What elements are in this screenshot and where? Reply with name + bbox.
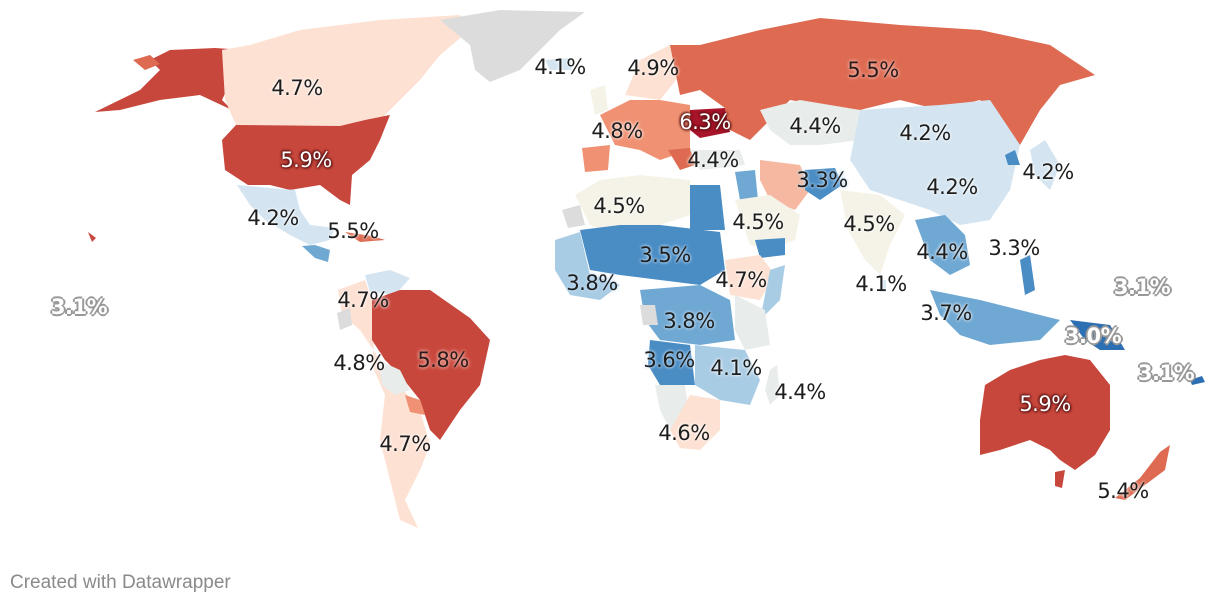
region-madagascar[interactable] bbox=[765, 365, 780, 405]
region-andes[interactable] bbox=[338, 280, 430, 528]
region-value-label: 4.7% bbox=[379, 432, 431, 456]
region-value-label: 4.6% bbox=[658, 421, 710, 445]
region-uk bbox=[590, 85, 608, 115]
region-kazakhstan[interactable] bbox=[760, 100, 860, 145]
region-value-label: 4.8% bbox=[333, 351, 385, 375]
region-balkans bbox=[668, 148, 695, 170]
region-iberia[interactable] bbox=[582, 145, 610, 172]
region-korea-japan[interactable] bbox=[1030, 140, 1060, 190]
region-southeast-africa[interactable] bbox=[695, 345, 760, 405]
region-value-label: 3.5% bbox=[639, 243, 691, 267]
region-afghanistan[interactable] bbox=[805, 168, 842, 200]
region-western-europe[interactable] bbox=[600, 100, 690, 160]
region-png[interactable] bbox=[1070, 320, 1125, 350]
region-value-label: 4.1% bbox=[710, 356, 762, 380]
region-alaska[interactable] bbox=[95, 48, 245, 112]
region-value-label: 5.4% bbox=[1097, 479, 1149, 503]
region-value-label: 3.1% bbox=[1137, 361, 1195, 385]
region-melanesia bbox=[1190, 376, 1205, 385]
region-value-label: 4.4% bbox=[687, 148, 739, 172]
region-north-korea bbox=[1005, 150, 1020, 165]
datawrapper-credit: Created with Datawrapper bbox=[10, 572, 231, 593]
region-value-label: 4.2% bbox=[899, 121, 951, 145]
region-bolivia bbox=[378, 360, 410, 395]
region-gabon bbox=[640, 305, 658, 325]
region-value-label: 5.8% bbox=[417, 348, 469, 372]
region-value-label: 3.1% bbox=[1113, 275, 1171, 299]
region-value-label: 4.7% bbox=[337, 288, 389, 312]
region-value-label: 5.9% bbox=[280, 148, 332, 172]
region-value-label: 4.9% bbox=[627, 56, 679, 80]
region-yemen bbox=[755, 238, 785, 258]
region-value-label: 4.5% bbox=[593, 194, 645, 218]
region-value-label: 3.8% bbox=[566, 271, 618, 295]
region-southeast-asia[interactable] bbox=[915, 215, 970, 275]
region-turkey[interactable] bbox=[690, 150, 745, 170]
region-philippines[interactable] bbox=[1020, 255, 1035, 295]
region-new-zealand[interactable] bbox=[1115, 445, 1170, 500]
region-value-label: 3.7% bbox=[920, 301, 972, 325]
region-paraguay bbox=[405, 395, 425, 415]
region-central-africa[interactable] bbox=[640, 285, 735, 345]
region-ukraine[interactable] bbox=[690, 108, 730, 138]
region-sri-lanka bbox=[880, 280, 886, 292]
region-canada[interactable] bbox=[222, 15, 470, 130]
region-iceland bbox=[545, 58, 572, 70]
region-value-label: 5.5% bbox=[327, 219, 379, 243]
region-mongolia-china[interactable] bbox=[850, 100, 1020, 225]
region-value-label: 3.3% bbox=[796, 168, 848, 192]
region-value-label: 4.2% bbox=[926, 175, 978, 199]
region-value-label: 4.5% bbox=[843, 212, 895, 236]
region-india[interactable] bbox=[840, 190, 905, 275]
region-value-label: 4.8% bbox=[591, 119, 643, 143]
region-value-label: 3.3% bbox=[988, 236, 1040, 260]
region-indonesia[interactable] bbox=[930, 290, 1060, 345]
region-mexico[interactable] bbox=[237, 185, 335, 245]
region-value-label: 4.4% bbox=[916, 240, 968, 264]
region-value-label: 4.4% bbox=[789, 114, 841, 138]
region-sahel[interactable] bbox=[580, 225, 725, 285]
region-value-label: 5.5% bbox=[847, 58, 899, 82]
region-value-label: 3.6% bbox=[643, 348, 695, 372]
region-greenland[interactable] bbox=[440, 10, 585, 82]
region-east-africa bbox=[735, 295, 770, 350]
region-usa[interactable] bbox=[222, 115, 390, 205]
region-value-label: 3.1% bbox=[50, 295, 108, 319]
region-egypt bbox=[690, 185, 725, 230]
region-hawaii bbox=[88, 232, 96, 242]
region-north-africa[interactable] bbox=[575, 175, 690, 235]
region-arabia[interactable] bbox=[735, 195, 800, 250]
region-australia[interactable] bbox=[980, 355, 1110, 470]
region-somalia bbox=[760, 265, 785, 320]
region-angola[interactable] bbox=[648, 340, 695, 385]
region-value-label: 4.2% bbox=[1022, 160, 1074, 184]
region-horn-of-africa[interactable] bbox=[725, 255, 775, 300]
region-value-label: 4.4% bbox=[774, 380, 826, 404]
region-value-label: 6.3% bbox=[679, 110, 731, 134]
region-west-africa[interactable] bbox=[555, 232, 620, 300]
region-southern-africa[interactable] bbox=[670, 395, 720, 450]
region-finland bbox=[670, 45, 700, 95]
region-tasmania bbox=[1055, 470, 1065, 488]
region-colombia-venezuela[interactable] bbox=[365, 270, 410, 295]
region-value-label: 4.1% bbox=[855, 272, 907, 296]
region-value-label: 5.9% bbox=[1019, 392, 1071, 416]
region-western-sahara bbox=[562, 205, 585, 228]
region-value-label: 3.0% bbox=[1064, 324, 1122, 348]
region-aleutian bbox=[133, 55, 160, 70]
world-choropleth-map bbox=[88, 10, 1205, 528]
region-value-label: 4.7% bbox=[271, 76, 323, 100]
region-value-label: 4.1% bbox=[534, 55, 586, 79]
region-brazil[interactable] bbox=[372, 290, 490, 440]
region-value-label: 4.5% bbox=[732, 210, 784, 234]
region-value-label: 4.2% bbox=[247, 206, 299, 230]
region-ecuador bbox=[337, 308, 352, 330]
region-value-label: 3.8% bbox=[663, 309, 715, 333]
region-central-america[interactable] bbox=[302, 245, 330, 262]
region-value-label: 4.7% bbox=[715, 268, 767, 292]
region-levant bbox=[735, 170, 758, 200]
region-caribbean[interactable] bbox=[345, 232, 385, 242]
